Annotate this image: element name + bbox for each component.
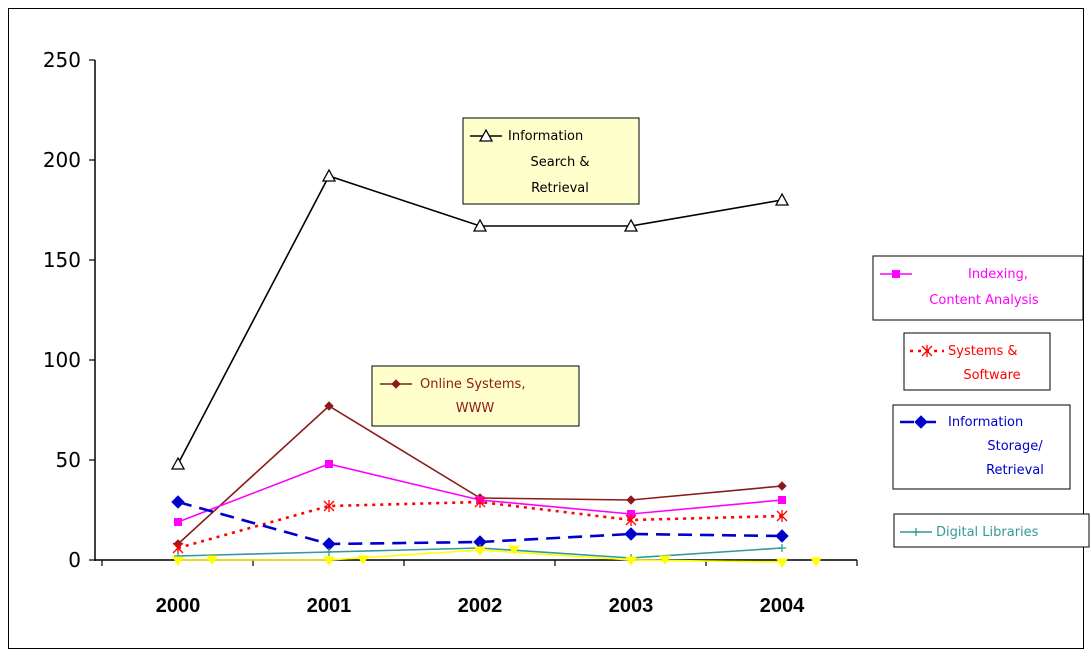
series-label-text: Retrieval <box>986 463 1044 478</box>
data-point-marker <box>391 379 401 389</box>
series-label-text: Content Analysis <box>929 293 1039 308</box>
data-point-marker <box>776 510 788 522</box>
data-point-marker <box>478 128 494 142</box>
data-point-marker <box>171 495 185 509</box>
data-point-marker <box>659 555 671 565</box>
data-point-marker <box>626 495 636 505</box>
data-point-marker <box>172 556 184 566</box>
x-tick-label: 2000 <box>156 595 201 617</box>
series-label-text: Information <box>948 415 1023 430</box>
series-label-box: Information Search & Retrieval <box>462 117 640 205</box>
data-point-marker <box>325 460 333 468</box>
series-label-text: Indexing, <box>968 267 1028 282</box>
data-point-marker <box>625 556 637 566</box>
data-point-marker <box>170 456 186 470</box>
data-point-marker <box>325 548 333 556</box>
x-tick-label: 2001 <box>307 595 352 617</box>
data-point-marker <box>323 500 335 512</box>
data-point-marker <box>323 556 335 566</box>
data-point-marker <box>778 544 786 552</box>
data-point-marker <box>774 192 790 206</box>
y-axis-ticks: 0 50 100 150 200 250 <box>43 48 95 572</box>
x-tick-label: 2004 <box>760 595 805 617</box>
series-label-text: WWW <box>456 401 495 416</box>
series-label-text: Digital Libraries <box>936 525 1039 540</box>
data-point-marker <box>912 528 920 536</box>
x-axis-ticks: 2000 2001 2002 2003 2004 <box>101 560 858 617</box>
data-point-marker <box>914 415 928 429</box>
series-line <box>177 500 783 550</box>
series-label-text: Software <box>963 368 1020 383</box>
series-label-text: Online Systems, <box>420 377 525 392</box>
data-point-marker <box>474 496 486 508</box>
data-point-marker <box>775 529 789 543</box>
series-label-text: Storage/ <box>987 439 1043 454</box>
series-label-box: Digital Libraries <box>893 513 1090 548</box>
y-tick-label: 50 <box>56 448 81 472</box>
series-label-box: Systems & Software <box>903 332 1051 391</box>
x-tick-label: 2002 <box>458 595 503 617</box>
y-tick-label: 100 <box>43 348 81 372</box>
series-label-text: Retrieval <box>531 181 589 196</box>
series-markers <box>170 168 822 568</box>
y-tick-label: 150 <box>43 248 81 272</box>
label-box-border <box>903 332 1051 391</box>
data-point-marker <box>324 401 334 411</box>
data-point-marker <box>776 558 788 568</box>
label-box-border <box>371 365 580 427</box>
y-tick-label: 200 <box>43 148 81 172</box>
series-label-text: Information <box>508 129 583 144</box>
x-tick-label: 2003 <box>609 595 654 617</box>
data-point-marker <box>206 555 218 565</box>
label-box-border <box>893 513 1090 548</box>
data-point-marker <box>321 168 337 182</box>
series-label-box: Online Systems, WWW <box>371 365 580 427</box>
data-point-marker <box>623 218 639 232</box>
y-tick-label: 250 <box>43 48 81 72</box>
data-point-marker <box>778 496 786 504</box>
series-label-text: Search & <box>531 155 590 170</box>
label-box-border <box>462 117 640 205</box>
series-label-box: Indexing, Content Analysis <box>872 255 1084 321</box>
data-point-marker <box>474 546 486 556</box>
data-point-marker <box>777 481 787 491</box>
label-box-border <box>872 255 1084 321</box>
data-point-marker <box>625 514 637 526</box>
data-point-marker <box>624 527 638 541</box>
data-point-marker <box>174 518 182 526</box>
data-point-marker <box>508 545 520 555</box>
series-labels: Information Search & Retrieval Online Syste… <box>371 117 1090 548</box>
y-tick-label: 0 <box>68 548 81 572</box>
data-point-marker <box>892 270 900 278</box>
data-point-marker <box>472 218 488 232</box>
series-line <box>177 500 783 546</box>
data-point-marker <box>357 555 369 565</box>
series-label-box: Information Storage/Retrieval <box>892 404 1071 490</box>
series-label-text: Systems & <box>948 344 1018 359</box>
data-point-marker <box>810 557 822 567</box>
data-point-marker <box>921 345 933 357</box>
